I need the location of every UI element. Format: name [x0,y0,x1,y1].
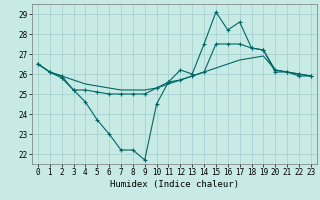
X-axis label: Humidex (Indice chaleur): Humidex (Indice chaleur) [110,180,239,189]
